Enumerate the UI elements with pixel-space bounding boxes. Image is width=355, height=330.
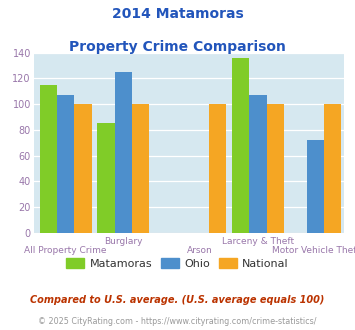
Legend: Matamoras, Ohio, National: Matamoras, Ohio, National: [62, 254, 293, 273]
Bar: [98, 123, 115, 233]
Bar: [232, 58, 249, 233]
Bar: [75, 104, 92, 233]
Bar: [209, 104, 226, 233]
Text: All Property Crime: All Property Crime: [24, 246, 107, 255]
Bar: [57, 95, 75, 233]
Bar: [40, 85, 57, 233]
Text: Larceny & Theft: Larceny & Theft: [222, 237, 294, 246]
Text: 2014 Matamoras: 2014 Matamoras: [111, 7, 244, 20]
Text: Arson: Arson: [187, 246, 213, 255]
Text: Burglary: Burglary: [104, 237, 143, 246]
Text: Compared to U.S. average. (U.S. average equals 100): Compared to U.S. average. (U.S. average …: [30, 295, 325, 305]
Bar: [132, 104, 149, 233]
Bar: [307, 140, 324, 233]
Bar: [324, 104, 342, 233]
Text: Motor Vehicle Theft: Motor Vehicle Theft: [272, 246, 355, 255]
Bar: [249, 95, 267, 233]
Text: Property Crime Comparison: Property Crime Comparison: [69, 40, 286, 53]
Bar: [115, 72, 132, 233]
Text: © 2025 CityRating.com - https://www.cityrating.com/crime-statistics/: © 2025 CityRating.com - https://www.city…: [38, 317, 317, 326]
Bar: [267, 104, 284, 233]
